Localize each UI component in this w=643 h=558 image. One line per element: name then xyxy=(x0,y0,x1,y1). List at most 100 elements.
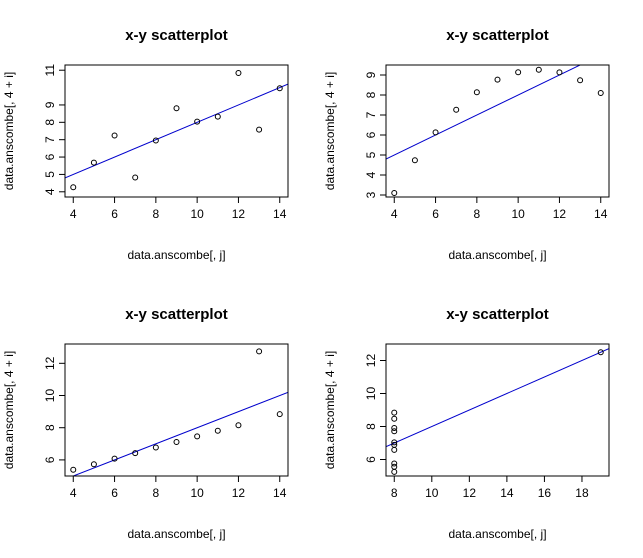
x-tick-label: 10 xyxy=(190,207,204,221)
y-tick-label: 4 xyxy=(364,171,378,178)
data-point xyxy=(535,66,542,73)
regression-line xyxy=(71,391,288,476)
chart-title: x-y scatterplot xyxy=(446,27,549,44)
x-axis-label: data.anscombe[, j] xyxy=(127,248,225,262)
x-tick-label: 6 xyxy=(432,207,439,221)
x-tick-label: 12 xyxy=(232,207,246,221)
data-point xyxy=(90,159,97,166)
data-point xyxy=(194,433,201,440)
y-axis-label: data.anscombe[, 4 + i] xyxy=(323,72,337,190)
data-point xyxy=(194,118,201,125)
data-point xyxy=(577,77,584,84)
panel-2: x-y scatterplot 4 6 8 10 12 14 3 4 5 6 7 8 9 data.ansc… xyxy=(323,27,610,262)
y-tick-label: 9 xyxy=(364,71,378,78)
y-tick-label: 7 xyxy=(43,136,57,143)
regression-line xyxy=(386,65,582,160)
x-tick-label: 8 xyxy=(474,207,481,221)
x-tick-label: 12 xyxy=(232,486,246,500)
data-point xyxy=(235,422,242,429)
y-axis-label: data.anscombe[, 4 + i] xyxy=(323,351,337,469)
x-tick-label: 18 xyxy=(575,486,589,500)
regression-line xyxy=(65,83,288,179)
panel-1: x-y scatterplot 4 6 8 10 12 14 4 5 6 7 8 9 11 data.ans… xyxy=(2,27,289,262)
x-axis-label: data.anscombe[, j] xyxy=(127,527,225,541)
data-point xyxy=(391,460,398,467)
data-point xyxy=(391,446,398,453)
x-tick-label: 14 xyxy=(273,486,287,500)
data-point xyxy=(173,439,180,446)
y-tick-label: 6 xyxy=(364,456,378,463)
y-tick-label: 3 xyxy=(364,191,378,198)
panel-3: x-y scatterplot 4 6 8 10 12 14 6 8 10 12 data.ansco… xyxy=(2,306,289,541)
y-tick-label: 4 xyxy=(43,188,57,195)
x-tick-label: 4 xyxy=(70,207,77,221)
chart-title: x-y scatterplot xyxy=(125,27,228,44)
x-tick-label: 12 xyxy=(553,207,567,221)
x-tick-label: 12 xyxy=(463,486,477,500)
chart-title: x-y scatterplot xyxy=(446,306,549,323)
y-tick-label: 5 xyxy=(43,171,57,178)
plot-frame xyxy=(385,64,610,198)
x-tick-label: 16 xyxy=(538,486,552,500)
data-point xyxy=(90,461,97,468)
x-tick-label: 10 xyxy=(190,486,204,500)
y-tick-label: 6 xyxy=(43,456,57,463)
data-point xyxy=(391,468,398,475)
x-tick-label: 14 xyxy=(273,207,287,221)
y-tick-label: 10 xyxy=(43,389,57,403)
data-point xyxy=(391,428,398,435)
data-point xyxy=(70,466,77,473)
data-point xyxy=(214,427,221,434)
data-point xyxy=(214,113,221,120)
y-tick-label: 6 xyxy=(364,131,378,138)
x-tick-label: 8 xyxy=(391,486,398,500)
y-axis-label: data.anscombe[, 4 + i] xyxy=(2,72,16,190)
data-point xyxy=(391,441,398,448)
plot-frame xyxy=(385,343,610,477)
data-point xyxy=(132,174,139,181)
data-point xyxy=(111,455,118,462)
data-point xyxy=(70,184,77,191)
data-point xyxy=(391,463,398,470)
y-tick-label: 12 xyxy=(364,354,378,368)
regression-line xyxy=(386,348,609,448)
data-point xyxy=(173,105,180,112)
data-point xyxy=(111,132,118,139)
x-tick-label: 10 xyxy=(425,486,439,500)
data-point xyxy=(556,69,563,76)
data-point xyxy=(453,106,460,113)
data-point xyxy=(473,89,480,96)
data-point xyxy=(391,190,398,196)
data-point xyxy=(256,348,263,355)
data-point xyxy=(256,126,263,133)
x-tick-label: 8 xyxy=(153,207,160,221)
data-point xyxy=(152,444,159,451)
x-tick-label: 4 xyxy=(70,486,77,500)
panel-4: x-y scatterplot 8 10 12 14 16 18 6 8 10 12 data.ans… xyxy=(323,306,610,541)
data-point xyxy=(391,415,398,422)
x-tick-label: 6 xyxy=(111,207,118,221)
data-point xyxy=(597,349,604,356)
plot-frame xyxy=(64,343,289,477)
data-point xyxy=(411,157,418,164)
data-point xyxy=(276,85,283,92)
y-tick-label: 6 xyxy=(43,153,57,160)
plot-frame xyxy=(64,64,289,198)
x-axis-label: data.anscombe[, j] xyxy=(448,527,546,541)
x-tick-label: 4 xyxy=(391,207,398,221)
data-point xyxy=(276,411,283,418)
y-tick-label: 8 xyxy=(43,119,57,126)
y-tick-label: 5 xyxy=(364,151,378,158)
data-point xyxy=(152,137,159,144)
x-tick-label: 8 xyxy=(153,486,160,500)
data-point xyxy=(391,409,398,416)
y-tick-label: 12 xyxy=(43,356,57,370)
data-point xyxy=(597,90,604,96)
data-point xyxy=(494,76,501,83)
data-point xyxy=(391,424,398,431)
y-tick-label: 9 xyxy=(43,101,57,108)
y-tick-label: 10 xyxy=(364,387,378,401)
x-tick-label: 14 xyxy=(594,207,608,221)
x-tick-label: 6 xyxy=(111,486,118,500)
